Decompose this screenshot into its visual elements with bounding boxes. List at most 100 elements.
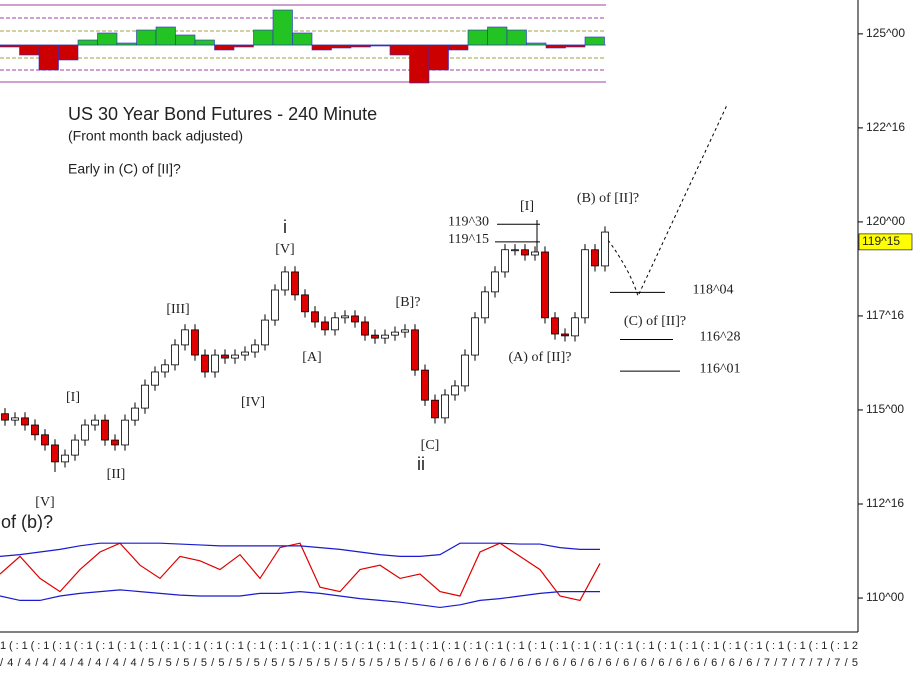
- histogram-bar: [389, 44, 410, 56]
- candle-body: [441, 394, 449, 419]
- annotation: [III]: [166, 302, 189, 317]
- candle-body: [121, 419, 129, 446]
- candle-body: [381, 334, 389, 339]
- candle-body: [241, 351, 249, 356]
- price-box: [858, 233, 913, 251]
- candle-body: [131, 407, 139, 421]
- candle-body: [281, 271, 289, 291]
- y-tick-label: 117^16: [866, 308, 904, 322]
- histogram-bar: [506, 29, 527, 46]
- candle-body: [311, 311, 319, 323]
- oscillator-line: [0, 589, 600, 609]
- histogram-bar: [194, 39, 215, 46]
- candle-body: [341, 315, 349, 319]
- candle-body: [591, 249, 599, 267]
- histogram-bar: [565, 44, 586, 48]
- candle-body: [211, 354, 219, 373]
- histogram-bar: [136, 29, 157, 46]
- candle-body: [531, 251, 539, 256]
- chart-subtitle: (Front month back adjusted): [68, 128, 243, 144]
- candle-body: [561, 333, 569, 337]
- histogram-bar: [448, 44, 469, 51]
- candle-body: [411, 329, 419, 371]
- candle-body: [231, 354, 239, 359]
- candle-body: [511, 249, 519, 252]
- histogram-bar: [331, 44, 352, 49]
- candle-body: [171, 344, 179, 366]
- candle-body: [421, 369, 429, 401]
- candle-body: [471, 317, 479, 356]
- annotation: [A]: [302, 350, 321, 365]
- candle-body: [351, 315, 359, 323]
- candle-body: [191, 329, 199, 356]
- candle-body: [71, 439, 79, 456]
- candle-body: [141, 384, 149, 409]
- annotation: [V]: [35, 495, 54, 510]
- histogram-bar: [584, 36, 605, 46]
- histogram-bar: [233, 44, 254, 48]
- candle-body: [391, 331, 399, 336]
- y-tick-label: 112^16: [866, 496, 904, 510]
- candle-body: [361, 321, 369, 336]
- histogram-bar: [175, 34, 196, 46]
- candle-body: [491, 271, 499, 293]
- annotation: [B]?: [396, 295, 421, 310]
- candle-body: [601, 231, 609, 267]
- candle-body: [101, 419, 109, 441]
- level-label: 116^01: [699, 361, 740, 376]
- candle-body: [251, 344, 259, 353]
- price-label: 119^15: [862, 234, 900, 248]
- level-label: 116^28: [699, 330, 740, 345]
- histogram-bar: [350, 44, 371, 48]
- histogram-bar: [38, 44, 59, 71]
- candle-body: [461, 354, 469, 387]
- histogram-bar: [155, 26, 176, 46]
- y-tick-label: 110^00: [866, 590, 904, 604]
- y-tick-label: 125^00: [866, 26, 905, 40]
- x-axis-label: 1(:1(:1(:1(:1(:1(:1(:1(:1(:1(:1(:1(:1(:1…: [0, 640, 858, 652]
- candle-body: [151, 371, 159, 386]
- annotation: [I]: [66, 390, 80, 405]
- y-tick-label: 122^16: [866, 120, 905, 134]
- annotation: [II]: [107, 467, 126, 482]
- histogram-bar: [311, 44, 332, 51]
- histogram-bar: [214, 44, 235, 51]
- candle-body: [481, 291, 489, 319]
- candle-body: [221, 354, 229, 359]
- level-label: 119^15: [448, 232, 489, 247]
- annotation: (A) of [II]?: [509, 350, 572, 365]
- histogram-bar: [97, 32, 118, 46]
- candle-body: [91, 419, 99, 426]
- level-label: 118^04: [692, 283, 733, 298]
- candle-body: [301, 294, 309, 313]
- chart-title: US 30 Year Bond Futures - 240 Minute: [68, 104, 377, 124]
- level-label: 119^30: [448, 214, 489, 229]
- annotation: (C) of [II]?: [624, 314, 686, 329]
- candle-body: [331, 317, 339, 331]
- x-axis-label: /4/4/4/4/4/4/4/4/5/5/5/5/5/5/5/5/5/5/5/5…: [0, 657, 858, 669]
- candle-body: [431, 399, 439, 419]
- candle-body: [261, 319, 269, 346]
- annotation: [I]: [520, 199, 534, 214]
- histogram-bar: [409, 44, 430, 84]
- candle-body: [61, 454, 69, 463]
- candle-body: [541, 251, 549, 319]
- candle-body: [291, 271, 299, 296]
- candle-body: [161, 364, 169, 373]
- candle-body: [51, 444, 59, 463]
- projection: [607, 104, 728, 298]
- candle-body: [181, 329, 189, 346]
- histogram-bar: [58, 44, 79, 61]
- histogram-bar: [19, 44, 40, 56]
- annotation: [C]: [421, 438, 440, 453]
- histogram-bar: [428, 44, 449, 71]
- candle-body: [371, 334, 379, 339]
- candle-body: [41, 434, 49, 446]
- candle-body: [581, 249, 589, 319]
- histogram-bar: [272, 9, 293, 46]
- candle-body: [201, 354, 209, 373]
- candle-body: [31, 424, 39, 436]
- candle-body: [81, 424, 89, 441]
- annotation: (B) of [II]?: [577, 191, 639, 206]
